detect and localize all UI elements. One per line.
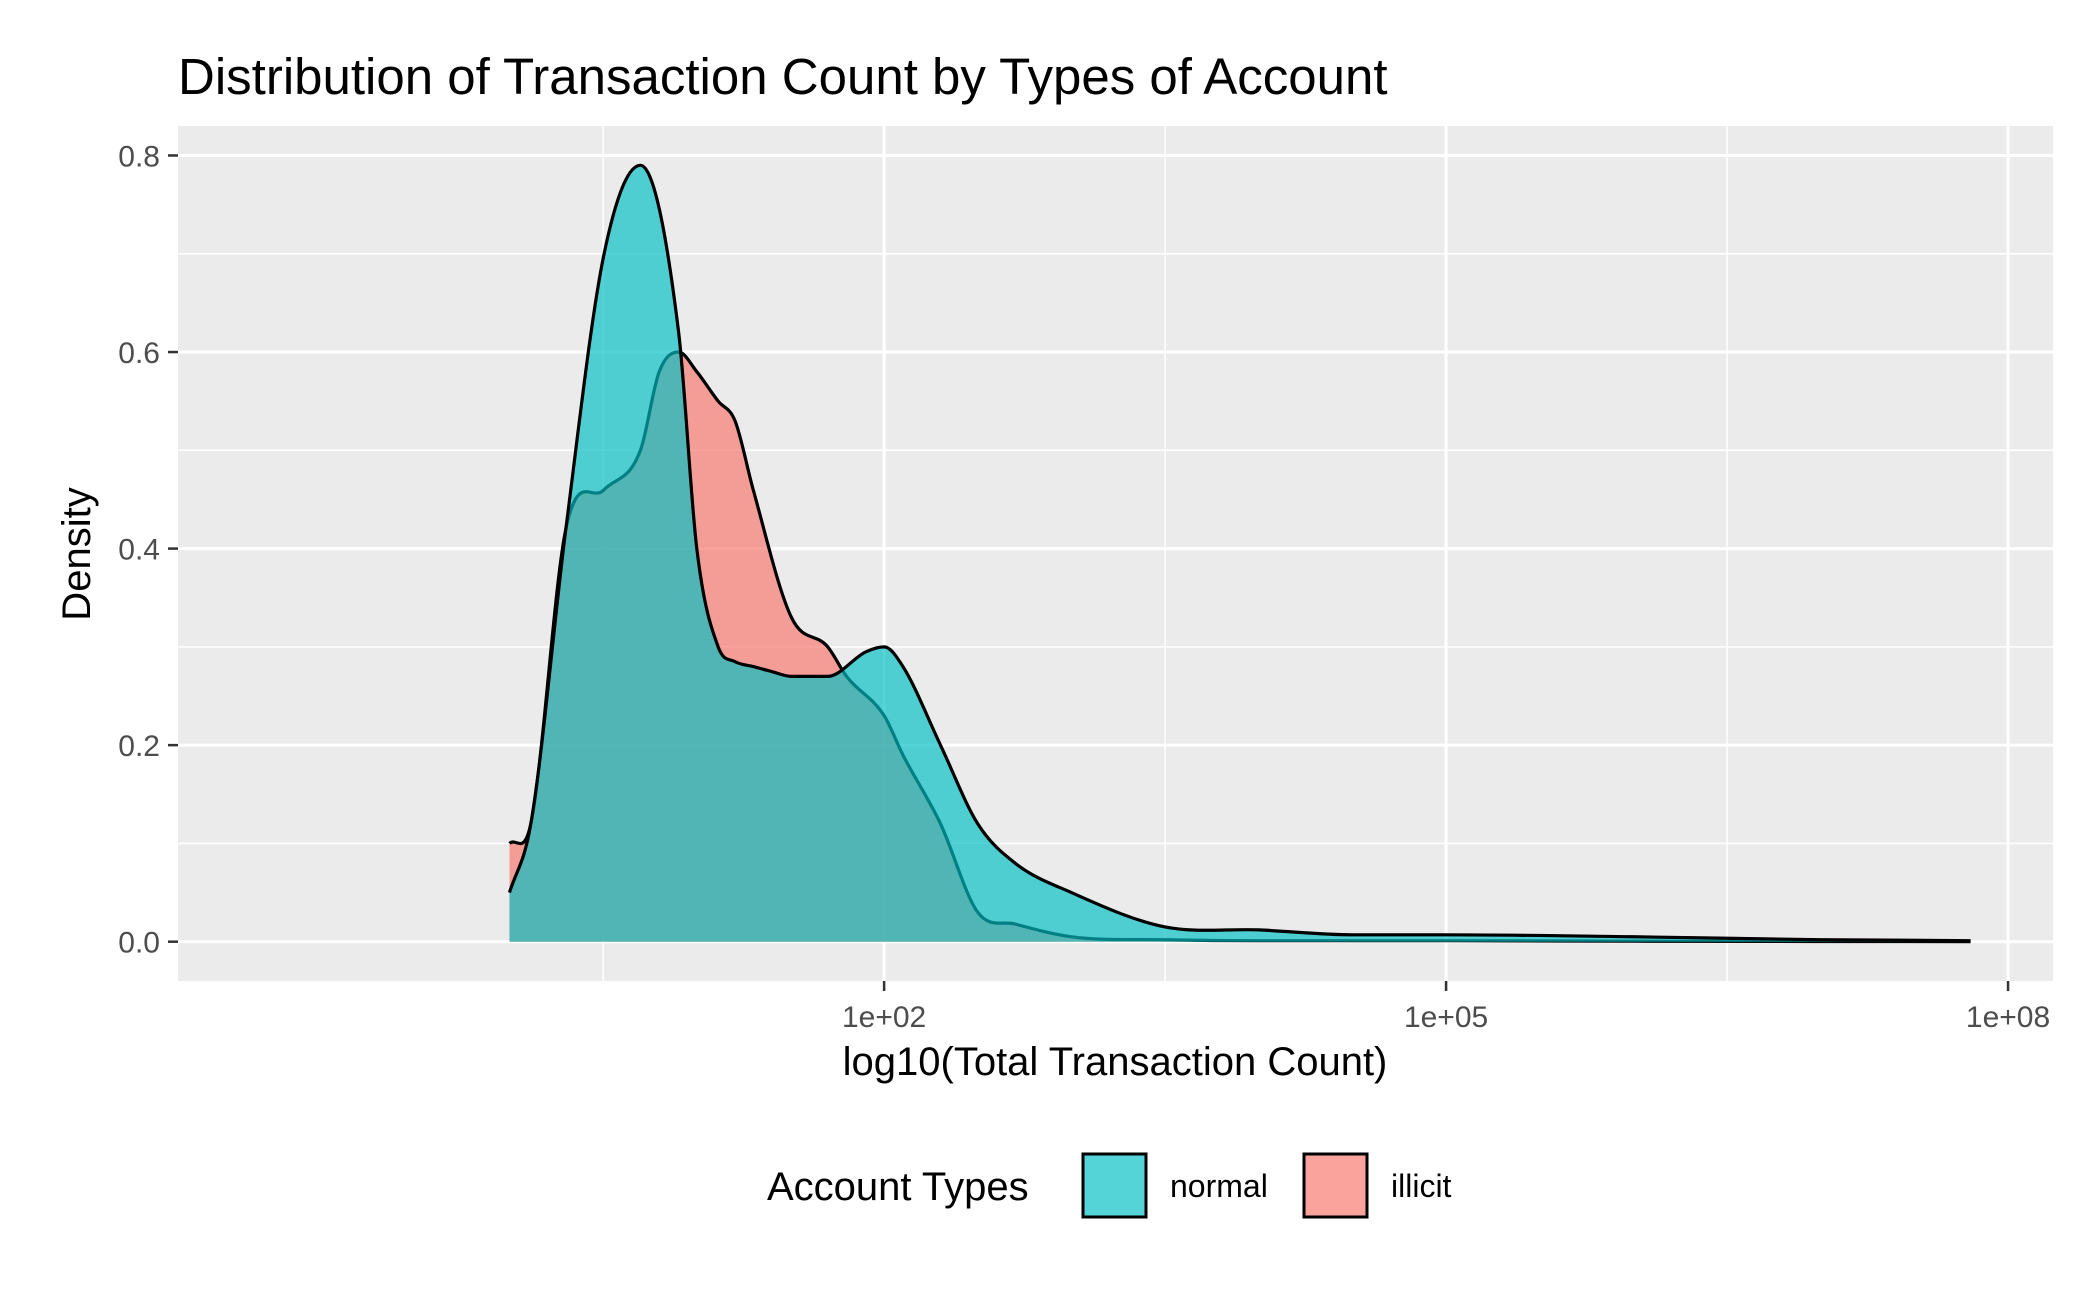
y-axis: 0.0 0.2 0.4 0.6 0.8 — [118, 140, 178, 960]
legend: Account Types normal illicit — [767, 1152, 1452, 1219]
y-axis-title: Density — [55, 487, 99, 620]
legend-label-normal: normal — [1170, 1168, 1268, 1204]
density-area-normal — [509, 165, 1971, 942]
grid-major — [178, 126, 2053, 981]
y-tick-label: 0.6 — [118, 337, 160, 370]
legend-key-normal — [1081, 1152, 1148, 1219]
legend-title: Account Types — [767, 1165, 1029, 1209]
x-axis: 1e+02 1e+05 1e+08 — [842, 981, 2050, 1034]
chart-title: Distribution of Transaction Count by Typ… — [178, 48, 1388, 105]
density-line-normal — [507, 163, 1971, 943]
x-tick-label: 1e+05 — [1404, 1001, 1488, 1034]
y-tick-label: 0.8 — [118, 140, 160, 173]
y-tick-label: 0.0 — [118, 927, 160, 960]
x-tick-label: 1e+02 — [842, 1001, 926, 1034]
y-tick-label: 0.4 — [118, 534, 160, 567]
x-axis-title: log10(Total Transaction Count) — [843, 1040, 1388, 1084]
legend-key-illicit — [1302, 1152, 1369, 1219]
plot-panel — [178, 126, 2053, 981]
x-tick-label: 1e+08 — [1966, 1001, 2050, 1034]
grid-minor — [178, 126, 2053, 981]
density-areas — [507, 163, 1971, 944]
y-tick-label: 0.2 — [118, 730, 160, 763]
legend-label-illicit: illicit — [1391, 1168, 1452, 1204]
